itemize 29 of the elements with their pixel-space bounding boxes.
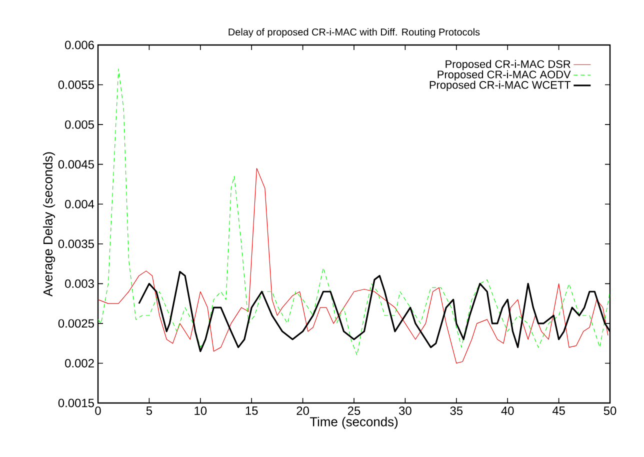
x-tick-label: 5: [146, 406, 152, 415]
x-axis-title: Time (seconds): [310, 416, 398, 429]
legend-label: Proposed CR-i-MAC DSR: [446, 60, 570, 70]
x-tick-label: 0: [95, 406, 101, 415]
legend-label: Proposed CR-i-MAC AODV: [438, 70, 571, 81]
y-tick-label: 0.002: [65, 358, 94, 368]
y-tick-label: 0.0045: [58, 160, 94, 169]
y-tick-label: 0.003: [65, 279, 94, 288]
legend-label: Proposed CR-i-MAC WCETT: [430, 80, 571, 91]
x-tick-label: 15: [246, 406, 258, 415]
x-tick-label: 35: [450, 406, 463, 415]
x-tick-label: 50: [604, 406, 616, 415]
x-tick-label: 30: [399, 406, 412, 415]
y-tick-label: 0.006: [65, 40, 94, 50]
x-tick-label: 45: [552, 406, 565, 415]
x-tick-label: 10: [194, 406, 207, 415]
line-series: [98, 68, 610, 356]
y-tick-label: 0.0025: [58, 319, 94, 328]
y-axis-title: Average Delay (seconds): [42, 152, 56, 297]
y-tick-label: 0.0015: [58, 398, 94, 408]
y-tick-label: 0.005: [65, 120, 94, 129]
x-tick-label: 40: [501, 406, 514, 415]
x-tick-label: 20: [296, 406, 309, 415]
chart-title: Delay of proposed CR-i-MAC with Diff. Routing Protocols: [228, 28, 480, 38]
x-tick-label: 25: [348, 406, 360, 415]
y-tick-label: 0.0055: [58, 80, 94, 89]
y-tick-label: 0.0035: [58, 240, 94, 248]
line-series: [98, 168, 608, 364]
y-tick-label: 0.004: [65, 200, 94, 208]
